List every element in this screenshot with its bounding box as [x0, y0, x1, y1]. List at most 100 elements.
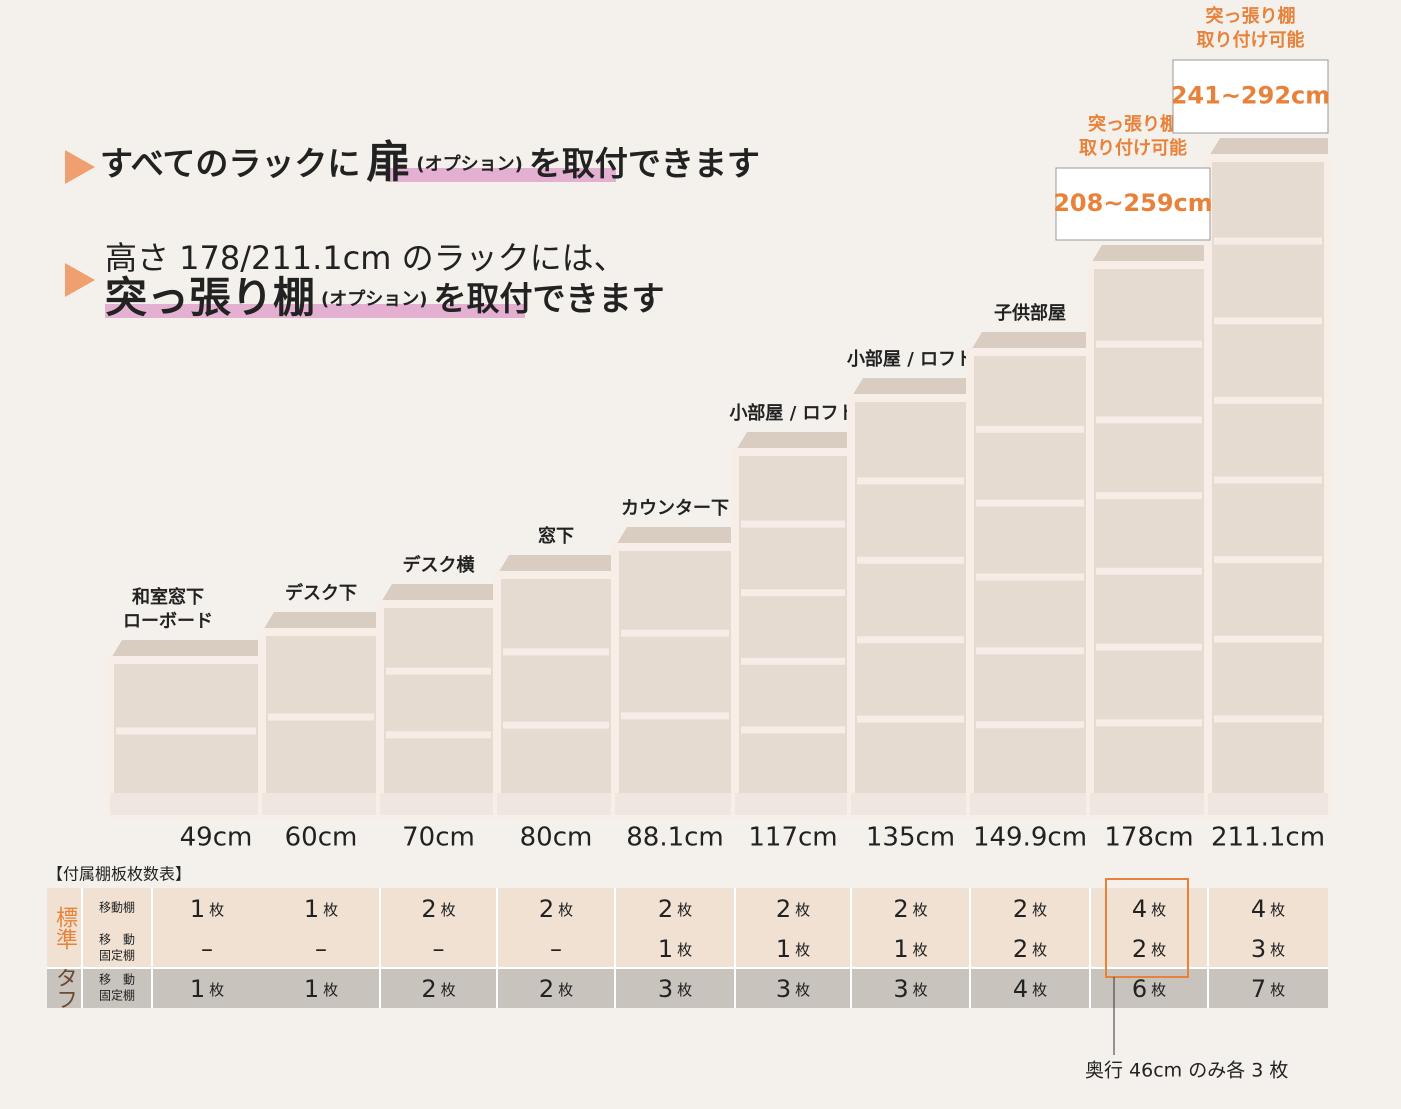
cell-unit: 枚 — [1032, 981, 1047, 999]
rack-base — [851, 793, 970, 815]
cell-unit: 枚 — [323, 981, 338, 999]
rack-base — [380, 793, 497, 815]
height-label: 70cm — [402, 823, 475, 853]
rack-top — [615, 527, 735, 547]
bullet-part: 扉 — [366, 137, 410, 188]
rack-label: デスク下 — [285, 582, 357, 604]
bullet-part: を取付できます — [433, 279, 664, 318]
cell-value: 2 — [421, 975, 436, 1003]
shelf — [1214, 635, 1322, 643]
cell-value: 6 — [1132, 975, 1147, 1003]
highlight — [105, 304, 525, 318]
bullet-text: 突っ張り棚 (オプション) を取付できます — [105, 273, 664, 322]
shelf — [857, 636, 964, 644]
rack — [106, 656, 266, 819]
cell-unit: 枚 — [558, 901, 573, 919]
cell-unit: 枚 — [1032, 901, 1047, 919]
rack-label: 子供部屋 — [994, 302, 1066, 324]
rack-top — [970, 332, 1090, 352]
cell-unit: 枚 — [441, 901, 456, 919]
bullet-arrow — [65, 263, 95, 297]
rack-top — [735, 432, 851, 452]
callout-label: 突っ張り棚 — [1206, 5, 1296, 27]
callout-label: 取り付け可能 — [1197, 29, 1305, 51]
cell-value: 4 — [1251, 895, 1266, 923]
rack-base — [1208, 793, 1328, 815]
shelf — [1214, 396, 1322, 404]
group-label: タフ — [52, 966, 77, 1010]
height-label: 88.1cm — [626, 823, 724, 853]
row-label: 移 動 — [99, 933, 135, 947]
cell-value: 2 — [539, 895, 554, 923]
row-label: 固定棚 — [99, 988, 135, 1003]
cell-unit: 枚 — [913, 901, 928, 919]
rack-top — [110, 640, 262, 660]
height-label: 80cm — [520, 823, 593, 853]
height-label: 178cm — [1104, 823, 1193, 853]
shelf — [503, 721, 609, 729]
rack-top — [262, 612, 380, 632]
shelf — [1214, 317, 1322, 325]
shelf — [621, 712, 729, 720]
callout-box — [1172, 59, 1329, 134]
cell-value: 4 — [1132, 895, 1147, 923]
cell-unit: 枚 — [558, 981, 573, 999]
shelf — [976, 573, 1084, 581]
bullet-part: すべてのラックに — [100, 144, 360, 183]
cell-unit: 枚 — [1270, 981, 1285, 999]
rack-label: 小部屋 / ロフト — [729, 402, 856, 424]
rack-label: カウンター下 — [621, 498, 729, 519]
shelf — [857, 556, 964, 564]
shelf — [1214, 237, 1322, 245]
rack — [376, 600, 501, 819]
cell-value: 1 — [893, 935, 908, 963]
height-label: 117cm — [748, 823, 837, 853]
group-label: 標準 — [52, 906, 78, 950]
shelf — [503, 648, 609, 656]
cell-unit: 枚 — [677, 901, 692, 919]
shelf — [1096, 416, 1202, 424]
shelf — [386, 667, 491, 675]
shelf — [621, 629, 729, 637]
rack — [1204, 154, 1332, 819]
cell-unit: 枚 — [323, 901, 338, 919]
shelf — [741, 520, 845, 528]
rack-label: 小部屋 / ロフト — [847, 348, 974, 370]
rack — [966, 348, 1094, 819]
cell-unit: 枚 — [913, 981, 928, 999]
shelf — [857, 715, 964, 723]
rack-label: ローボード — [123, 611, 213, 632]
cell-value: 1 — [304, 895, 319, 923]
callout-label: 突っ張り棚 — [1088, 113, 1178, 135]
cell-unit: 枚 — [1032, 941, 1047, 959]
highlight — [388, 168, 616, 182]
height-label: 49cm — [180, 823, 253, 853]
cell-value: 3 — [893, 975, 908, 1003]
cell-value: – — [550, 935, 562, 963]
shelf — [741, 657, 845, 665]
cell-unit: 枚 — [913, 941, 928, 959]
cell-unit: 枚 — [1151, 981, 1166, 999]
shelf — [1096, 340, 1202, 348]
callout-range: 241~292cm — [1171, 82, 1331, 110]
rack-base — [735, 793, 851, 815]
cell: – — [315, 935, 327, 963]
cell-unit: 枚 — [795, 941, 810, 959]
